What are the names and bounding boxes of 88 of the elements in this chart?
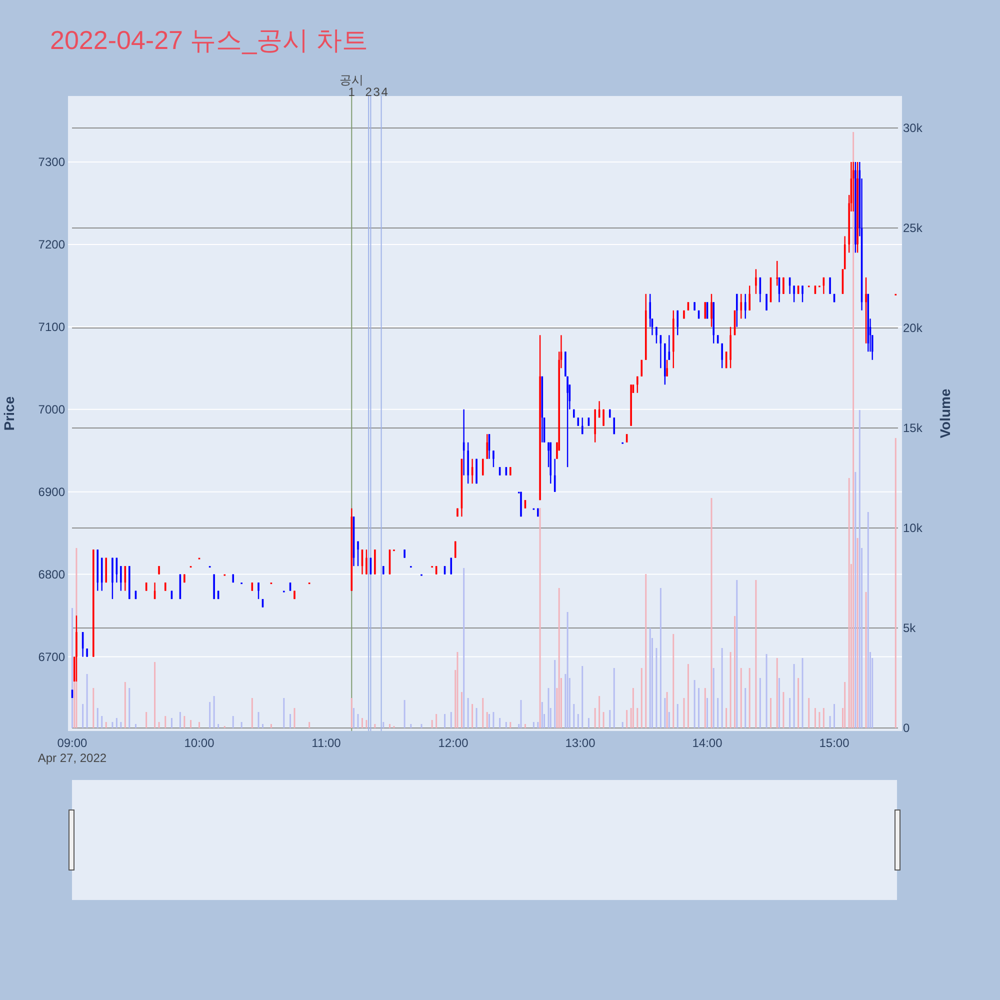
- candlestick: [158, 565, 160, 575]
- y-tick-label: 7000: [38, 402, 66, 416]
- candlestick: [404, 548, 406, 558]
- y2-tick-label: 25k: [903, 221, 924, 235]
- candlestick: [630, 384, 632, 426]
- candlestick: [467, 442, 469, 484]
- candlestick: [357, 540, 359, 567]
- candlestick: [776, 260, 778, 286]
- candlestick: [865, 276, 867, 344]
- y-tick-label: 7200: [38, 237, 66, 252]
- candlestick: [581, 417, 584, 435]
- candlestick: [613, 417, 616, 435]
- candlestick: [476, 458, 478, 484]
- candlestick: [120, 565, 122, 592]
- candlestick: [594, 408, 596, 443]
- y2-tick-label: 30k: [903, 121, 924, 135]
- y2-tick-label: 5k: [903, 621, 917, 635]
- candlestick: [793, 285, 795, 303]
- candlestick: [725, 351, 728, 369]
- candlestick: [856, 161, 858, 254]
- candlestick: [213, 574, 215, 600]
- candlestick: [456, 508, 458, 518]
- candlestick: [450, 557, 452, 575]
- x-tick-label: 09:00: [57, 736, 88, 750]
- candlestick: [664, 342, 666, 386]
- candlestick: [740, 293, 742, 320]
- candlestick: [656, 326, 658, 344]
- candlestick: [829, 276, 831, 295]
- ref-line-label: 4: [381, 85, 388, 99]
- candlestick: [86, 648, 88, 658]
- candlestick: [520, 491, 522, 518]
- candlestick: [755, 268, 757, 295]
- y2-tick-label: 20k: [903, 321, 924, 335]
- x-tick-label: 11:00: [312, 736, 342, 750]
- y-tick-label: 7300: [38, 154, 66, 169]
- candlestick: [748, 285, 750, 312]
- ref-line-label: 2: [365, 85, 372, 99]
- candlestick: [802, 285, 804, 303]
- candlestick: [694, 302, 696, 312]
- candlestick: [370, 557, 372, 575]
- candlestick: [258, 582, 260, 600]
- candlestick: [294, 590, 296, 600]
- candlestick: [683, 310, 685, 320]
- candlestick: [721, 342, 723, 369]
- candlestick: [736, 293, 738, 328]
- candlestick: [566, 376, 568, 468]
- candlestick: [492, 450, 494, 468]
- candlestick: [564, 351, 566, 377]
- candlestick: [766, 293, 768, 312]
- candlestick: [366, 548, 368, 575]
- x-tick-label: 14:00: [692, 736, 723, 750]
- candlestick: [486, 434, 488, 460]
- candlestick: [454, 540, 456, 558]
- candlestick: [482, 458, 484, 476]
- x-tick-label: 12:00: [438, 736, 469, 750]
- candlestick: [744, 293, 746, 320]
- candlestick: [676, 310, 679, 336]
- candlestick: [710, 293, 712, 328]
- candlestick: [782, 276, 784, 295]
- text: 공시: [340, 73, 364, 87]
- x-tick-label: 13:00: [565, 736, 596, 750]
- chart-title: 2022-04-27 뉴스_공시 차트: [50, 25, 368, 55]
- y-axis-title: Price: [1, 396, 17, 431]
- text: Apr 27, 2022: [38, 751, 107, 765]
- candlestick: [649, 293, 652, 328]
- candlestick: [554, 458, 556, 492]
- ref-line-label: 3: [373, 85, 380, 99]
- candlestick: [730, 326, 732, 369]
- candlestick: [704, 302, 706, 320]
- candlestick: [112, 557, 114, 600]
- candlestick: [640, 359, 643, 377]
- y-tick-label: 6900: [38, 484, 66, 499]
- candlestick: [539, 334, 541, 501]
- candlestick: [666, 359, 668, 377]
- y2-tick-label: 0: [903, 721, 910, 735]
- y-tick-label: 7100: [38, 320, 66, 334]
- ref-line-label: 1: [348, 85, 356, 99]
- candlestick: [636, 376, 638, 394]
- candlestick: [706, 302, 708, 320]
- candlestick: [602, 408, 604, 426]
- y2-tick-label: 10k: [903, 521, 924, 535]
- x-tick-label: 15:00: [819, 736, 850, 750]
- x-tick-label: 10:00: [184, 736, 215, 750]
- candlestick: [543, 417, 546, 443]
- y2-axis-title: Volume: [937, 388, 953, 438]
- y-tick-label: 6700: [38, 650, 66, 664]
- y-tick-label: 6800: [38, 567, 66, 582]
- y2-tick-label: 15k: [903, 421, 924, 435]
